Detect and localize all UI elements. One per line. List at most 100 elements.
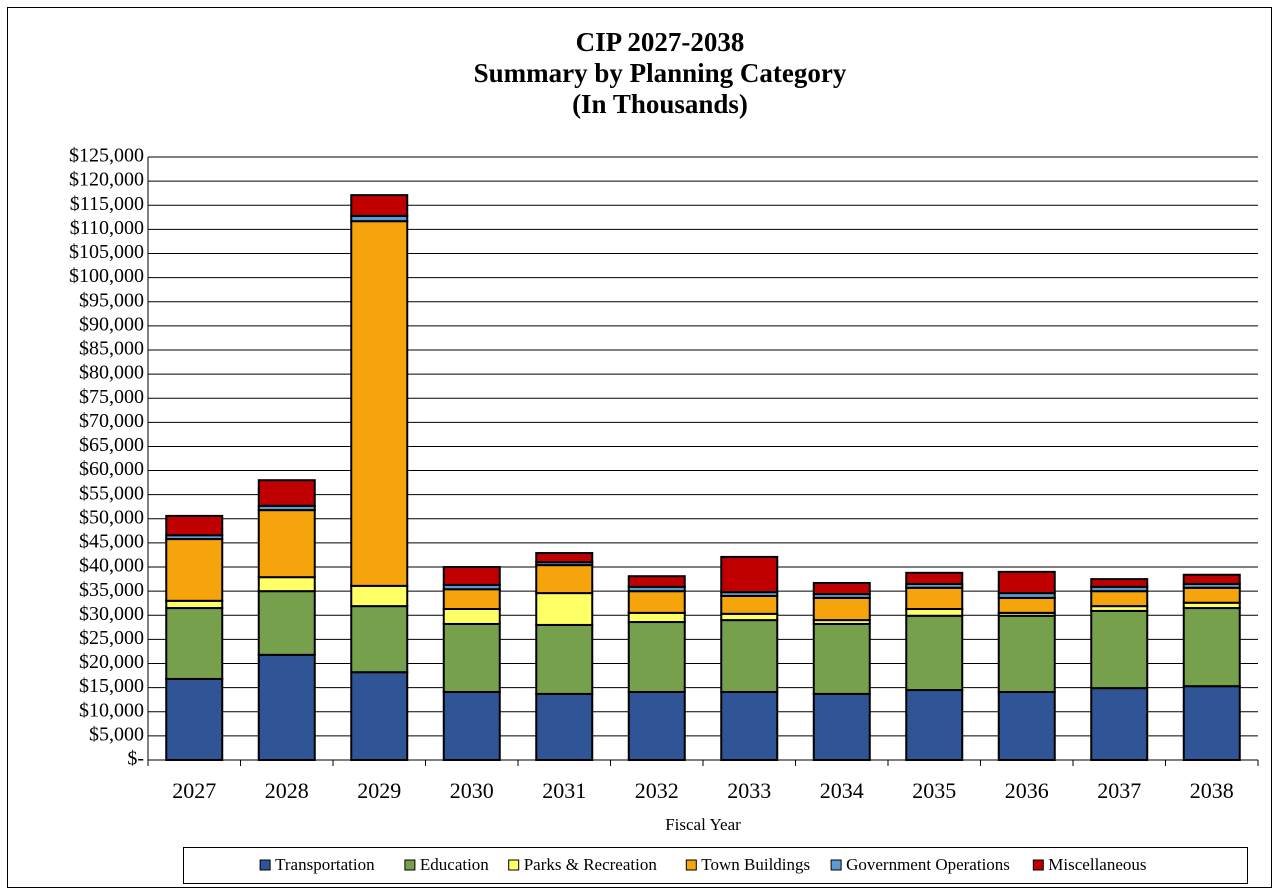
y-tick-label: $10,000 [79, 699, 144, 721]
x-tick-label: 2035 [912, 778, 956, 803]
bar-segment [720, 594, 779, 615]
bar-segment [812, 581, 871, 596]
bar-segment [165, 607, 224, 680]
legend-swatch [830, 859, 842, 871]
x-axis-title: Fiscal Year [665, 815, 741, 834]
bar-segment [812, 596, 871, 622]
y-tick-label: $90,000 [79, 313, 144, 335]
x-tick-label: 2033 [727, 778, 771, 803]
bar-segment [627, 575, 686, 588]
y-tick-label: $25,000 [79, 627, 144, 649]
x-tick-label: 2027 [172, 778, 216, 803]
bar-segment [905, 608, 964, 617]
legend-swatch [685, 859, 697, 871]
y-tick-label: $105,000 [69, 241, 144, 263]
legend-label: Town Buildings [701, 855, 810, 874]
y-tick-label: $100,000 [69, 265, 144, 287]
bar-segment [535, 552, 594, 564]
bar-segment [165, 538, 224, 602]
bar-segment [1182, 607, 1241, 688]
y-tick-label: $- [127, 748, 144, 770]
y-tick-label: $125,000 [69, 145, 144, 167]
y-tick-label: $70,000 [79, 410, 144, 432]
y-tick-label: $55,000 [79, 482, 144, 504]
bar-segment [1090, 578, 1149, 588]
x-tick-label: 2030 [450, 778, 494, 803]
y-tick-label: $45,000 [79, 531, 144, 553]
bar-segment [627, 611, 686, 624]
bar-segment [535, 623, 594, 695]
legend-label: Government Operations [846, 855, 1010, 874]
bar-segment [165, 599, 224, 610]
y-tick-label: $80,000 [79, 362, 144, 384]
y-tick-label: $40,000 [79, 555, 144, 577]
y-tick-label: $15,000 [79, 675, 144, 697]
bar-segment [1182, 685, 1241, 762]
x-tick-label: 2034 [820, 778, 864, 803]
bar-segment [442, 588, 501, 611]
x-tick-label: 2028 [265, 778, 309, 803]
bar-segment [905, 689, 964, 761]
y-tick-label: $110,000 [70, 217, 144, 239]
legend-box [183, 847, 1248, 884]
chart-title: CIP 2027-2038 [576, 27, 745, 57]
chart-title: Summary by Planning Category [474, 58, 847, 88]
y-tick-label: $5,000 [89, 723, 144, 745]
bar-segment [535, 692, 594, 761]
bar-segment [997, 614, 1056, 693]
x-tick-label: 2037 [1097, 778, 1141, 803]
y-tick-label: $20,000 [79, 651, 144, 673]
bar-segment [442, 622, 501, 693]
bar-segment [905, 614, 964, 692]
bar-segment [997, 570, 1056, 595]
bar-segment [1090, 590, 1149, 608]
bar-segment [442, 566, 501, 586]
bar-segment [997, 690, 1056, 762]
y-tick-label: $85,000 [79, 338, 144, 360]
bar-segment [165, 514, 224, 537]
legend-label: Parks & Recreation [524, 855, 658, 874]
bar-segment [1090, 687, 1149, 761]
legend-label: Transportation [275, 855, 375, 874]
legend-swatch [508, 859, 520, 871]
bar-segment [720, 619, 779, 693]
bar-segment [1182, 573, 1241, 585]
bar-segment [350, 605, 409, 674]
bar-segment [535, 564, 594, 595]
y-tick-label: $65,000 [79, 434, 144, 456]
bar-segment [627, 621, 686, 693]
bar-segment [165, 677, 224, 761]
bar-segment [350, 671, 409, 761]
y-tick-label: $35,000 [79, 579, 144, 601]
bar-segment [1182, 586, 1241, 604]
bar-segment [257, 653, 316, 761]
bar-segment [627, 590, 686, 614]
bar-segment [627, 690, 686, 762]
bar-segment [997, 596, 1056, 614]
bar-segment [720, 690, 779, 762]
y-tick-label: $75,000 [79, 386, 144, 408]
bar-segment [350, 584, 409, 608]
bar-segment [257, 576, 316, 593]
y-tick-label: $30,000 [79, 603, 144, 625]
legend-label: Miscellaneous [1048, 855, 1146, 874]
y-tick-label: $60,000 [79, 458, 144, 480]
bar-segment [257, 479, 316, 507]
legend-swatch [1032, 859, 1044, 871]
y-tick-label: $95,000 [79, 289, 144, 311]
y-tick-label: $50,000 [79, 506, 144, 528]
bar-segment [720, 555, 779, 594]
chart-title: (In Thousands) [572, 89, 748, 119]
y-tick-label: $115,000 [70, 193, 144, 215]
bar-segment [442, 690, 501, 762]
x-tick-label: 2038 [1190, 778, 1234, 803]
bar-segment [812, 692, 871, 761]
bar-segment [257, 509, 316, 579]
legend-swatch [404, 859, 416, 871]
bar-segment [257, 590, 316, 656]
legend-label: Education [420, 855, 489, 874]
bar-segment [442, 608, 501, 625]
bar-segment [905, 571, 964, 585]
x-tick-label: 2032 [635, 778, 679, 803]
